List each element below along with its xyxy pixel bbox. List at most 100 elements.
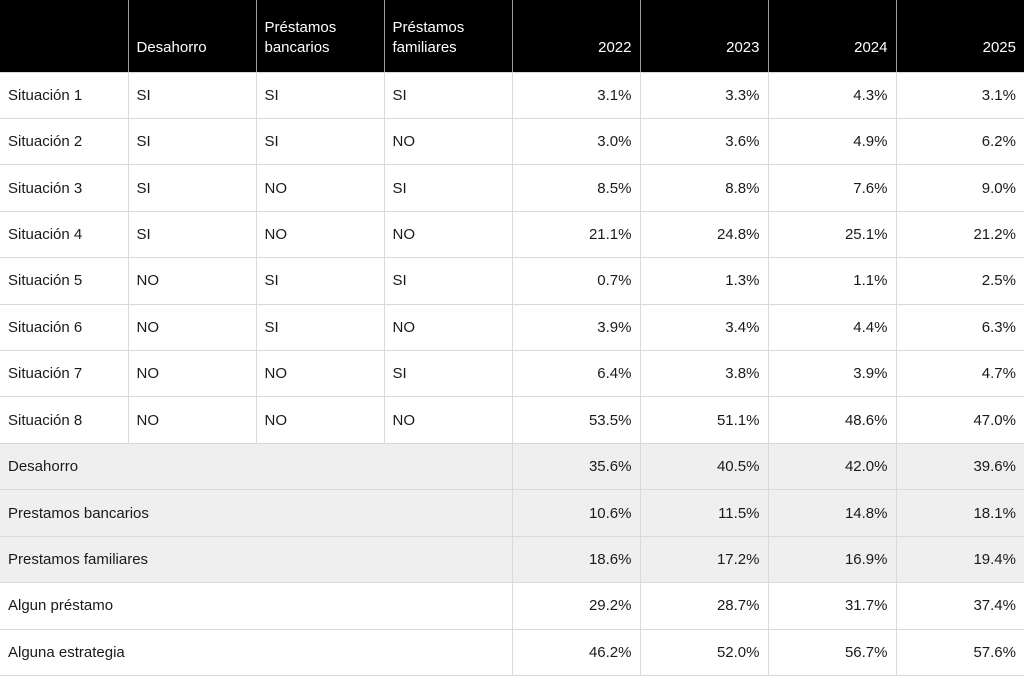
- cell-2022-value: 3.9%: [511, 303, 641, 352]
- cell-2022-value: 18.6%: [511, 535, 641, 584]
- summary-label: Prestamos familiares: [0, 535, 513, 584]
- cell-prestamos-bancarios-flag: SI: [255, 117, 385, 166]
- cell-desahorro-flag: SI: [127, 210, 257, 259]
- header-cell-empty: [0, 0, 129, 73]
- table-body: Situación 1 SI SI SI 3.1% 3.3% 4.3% 3.1%…: [0, 71, 1024, 676]
- cell-prestamos-familiares-flag: NO: [383, 117, 513, 166]
- cell-prestamos-familiares-flag: SI: [383, 350, 513, 398]
- cell-2023-value: 1.3%: [639, 257, 769, 305]
- cell-prestamos-bancarios-flag: SI: [255, 257, 385, 305]
- cell-2025-value: 2.5%: [895, 257, 1024, 305]
- summary-row-desahorro: Desahorro 35.6% 40.5% 42.0% 39.6%: [0, 442, 1024, 491]
- header-cell-prestamos-bancarios: Préstamos bancarios: [256, 0, 385, 73]
- cell-2024-value: 48.6%: [767, 396, 897, 444]
- header-cell-2024: 2024: [768, 0, 897, 73]
- table-row-situacion-8: Situación 8 NO NO NO 53.5% 51.1% 48.6% 4…: [0, 396, 1024, 444]
- cell-prestamos-familiares-flag: NO: [383, 303, 513, 352]
- table-row-situacion-5: Situación 5 NO SI SI 0.7% 1.3% 1.1% 2.5%: [0, 257, 1024, 305]
- row-label: Situación 3: [0, 164, 129, 212]
- header-cell-prestamos-familiares: Préstamos familiares: [384, 0, 513, 73]
- cell-2024-value: 25.1%: [767, 210, 897, 259]
- cell-2023-value: 11.5%: [639, 489, 769, 537]
- summary-label: Desahorro: [0, 442, 513, 491]
- cell-desahorro-flag: SI: [127, 71, 257, 119]
- cell-2022-value: 21.1%: [511, 210, 641, 259]
- cell-2022-value: 3.0%: [511, 117, 641, 166]
- cell-2024-value: 7.6%: [767, 164, 897, 212]
- cell-2025-value: 39.6%: [895, 442, 1024, 491]
- row-label: Situación 7: [0, 350, 129, 398]
- cell-2022-value: 46.2%: [511, 628, 641, 676]
- cell-2022-value: 53.5%: [511, 396, 641, 444]
- summary-row-prestamos-familiares: Prestamos familiares 18.6% 17.2% 16.9% 1…: [0, 535, 1024, 584]
- cell-2022-value: 10.6%: [511, 489, 641, 537]
- cell-prestamos-bancarios-flag: NO: [255, 396, 385, 444]
- cell-2022-value: 35.6%: [511, 442, 641, 491]
- cell-prestamos-familiares-flag: SI: [383, 71, 513, 119]
- summary-label: Algun préstamo: [0, 582, 513, 630]
- cell-2024-value: 4.4%: [767, 303, 897, 352]
- cell-2025-value: 9.0%: [895, 164, 1024, 212]
- cell-2025-value: 21.2%: [895, 210, 1024, 259]
- summary-label: Prestamos bancarios: [0, 489, 513, 537]
- cell-2023-value: 3.4%: [639, 303, 769, 352]
- header-cell-2025: 2025: [896, 0, 1024, 73]
- cell-2025-value: 6.2%: [895, 117, 1024, 166]
- cell-2023-value: 3.6%: [639, 117, 769, 166]
- cell-desahorro-flag: NO: [127, 396, 257, 444]
- row-label: Situación 6: [0, 303, 129, 352]
- row-label: Situación 1: [0, 71, 129, 119]
- cell-2025-value: 4.7%: [895, 350, 1024, 398]
- cell-prestamos-bancarios-flag: NO: [255, 164, 385, 212]
- cell-2025-value: 47.0%: [895, 396, 1024, 444]
- cell-2024-value: 4.9%: [767, 117, 897, 166]
- cell-2024-value: 31.7%: [767, 582, 897, 630]
- header-cell-2022: 2022: [512, 0, 641, 73]
- header-cell-desahorro: Desahorro: [128, 0, 257, 73]
- cell-desahorro-flag: SI: [127, 164, 257, 212]
- cell-2023-value: 24.8%: [639, 210, 769, 259]
- cell-2023-value: 28.7%: [639, 582, 769, 630]
- cell-2023-value: 3.8%: [639, 350, 769, 398]
- cell-2024-value: 56.7%: [767, 628, 897, 676]
- summary-row-algun-prestamo: Algun préstamo 29.2% 28.7% 31.7% 37.4%: [0, 582, 1024, 630]
- summary-row-alguna-estrategia: Alguna estrategia 46.2% 52.0% 56.7% 57.6…: [0, 628, 1024, 676]
- cell-2023-value: 40.5%: [639, 442, 769, 491]
- table-row-situacion-7: Situación 7 NO NO SI 6.4% 3.8% 3.9% 4.7%: [0, 350, 1024, 398]
- cell-2024-value: 1.1%: [767, 257, 897, 305]
- cell-prestamos-bancarios-flag: SI: [255, 303, 385, 352]
- cell-2024-value: 42.0%: [767, 442, 897, 491]
- summary-row-prestamos-bancarios: Prestamos bancarios 10.6% 11.5% 14.8% 18…: [0, 489, 1024, 537]
- cell-2022-value: 6.4%: [511, 350, 641, 398]
- row-label: Situación 4: [0, 210, 129, 259]
- row-label: Situación 5: [0, 257, 129, 305]
- cell-2024-value: 14.8%: [767, 489, 897, 537]
- cell-2025-value: 37.4%: [895, 582, 1024, 630]
- cell-2024-value: 3.9%: [767, 350, 897, 398]
- cell-2022-value: 29.2%: [511, 582, 641, 630]
- cell-2023-value: 51.1%: [639, 396, 769, 444]
- cell-prestamos-familiares-flag: SI: [383, 164, 513, 212]
- table-row-situacion-2: Situación 2 SI SI NO 3.0% 3.6% 4.9% 6.2%: [0, 117, 1024, 166]
- cell-2023-value: 8.8%: [639, 164, 769, 212]
- summary-label: Alguna estrategia: [0, 628, 513, 676]
- cell-desahorro-flag: NO: [127, 257, 257, 305]
- table-row-situacion-1: Situación 1 SI SI SI 3.1% 3.3% 4.3% 3.1%: [0, 71, 1024, 119]
- header-cell-2023: 2023: [640, 0, 769, 73]
- table-row-situacion-3: Situación 3 SI NO SI 8.5% 8.8% 7.6% 9.0%: [0, 164, 1024, 212]
- cell-2025-value: 19.4%: [895, 535, 1024, 584]
- cell-2023-value: 52.0%: [639, 628, 769, 676]
- cell-desahorro-flag: NO: [127, 303, 257, 352]
- table-row-situacion-6: Situación 6 NO SI NO 3.9% 3.4% 4.4% 6.3%: [0, 303, 1024, 352]
- cell-2024-value: 4.3%: [767, 71, 897, 119]
- table-header: Desahorro Préstamos bancarios Préstamos …: [0, 0, 1024, 73]
- cell-prestamos-bancarios-flag: NO: [255, 350, 385, 398]
- row-label: Situación 8: [0, 396, 129, 444]
- cell-prestamos-bancarios-flag: SI: [255, 71, 385, 119]
- cell-2022-value: 8.5%: [511, 164, 641, 212]
- cell-2025-value: 57.6%: [895, 628, 1024, 676]
- cell-2025-value: 3.1%: [895, 71, 1024, 119]
- table-row-situacion-4: Situación 4 SI NO NO 21.1% 24.8% 25.1% 2…: [0, 210, 1024, 259]
- cell-2025-value: 18.1%: [895, 489, 1024, 537]
